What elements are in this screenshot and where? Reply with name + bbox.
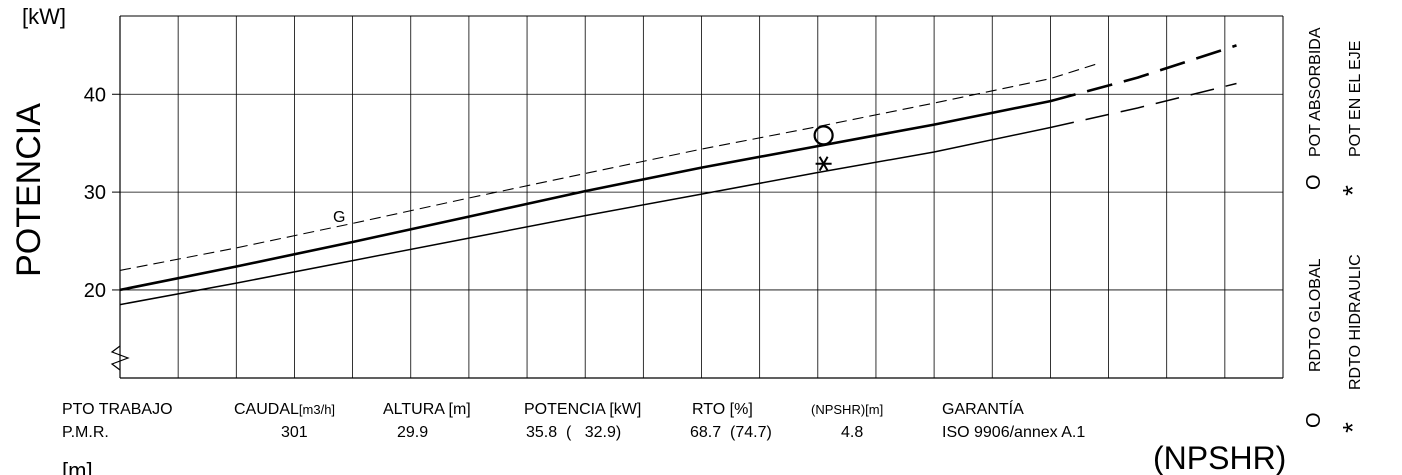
value-caudal: 301 — [281, 424, 308, 441]
y-tick-label: 30 — [84, 182, 106, 204]
header-altura: ALTURA [m] — [383, 401, 471, 418]
series-line-thin-ext — [1050, 82, 1237, 129]
header-pto-trabajo: PTO TRABAJO — [62, 401, 173, 418]
legend-pot-eje: POT EN EL EJE — [1347, 41, 1364, 157]
operating-point-asterisk — [818, 156, 829, 172]
header-caudal-unit: [m3/h] — [299, 402, 335, 417]
series-line-thin — [119, 126, 1051, 306]
legend-pot-absorbida: POT ABSORBIDA — [1307, 27, 1324, 157]
value-rto: 68.7 (74.7) — [690, 424, 772, 441]
chart-markers — [813, 125, 834, 172]
y-tick-label: 40 — [84, 84, 106, 106]
operating-point-circle — [813, 125, 834, 146]
chart-axes — [110, 15, 1284, 379]
npshr-unit-label: [m] — [62, 458, 93, 475]
header-caudal-text: CAUDAL — [234, 401, 299, 418]
legend-rdto-hidraulic: RDTO HIDRAULIC — [1347, 254, 1364, 390]
header-rto: RTO [%] — [692, 401, 753, 418]
series-line-thick-ext — [1050, 44, 1237, 103]
legend-star-symbol-bottom: * — [1337, 422, 1368, 433]
header-potencia: POTENCIA [kW] — [524, 401, 641, 418]
legend-star-symbol-top: * — [1337, 185, 1368, 196]
value-pto: P.M.R. — [62, 424, 109, 441]
y-tick-label: 20 — [84, 280, 106, 302]
axis-break-icon — [110, 345, 130, 371]
operating-point-table: PTO TRABAJO CAUDAL[m3/h] ALTURA [m] POTE… — [62, 399, 1085, 441]
header-caudal: CAUDAL[m3/h] — [234, 401, 335, 418]
chart-grid — [112, 16, 1283, 378]
value-altura: 29.9 — [397, 424, 428, 441]
legend-rdto-global: RDTO GLOBAL — [1307, 258, 1324, 372]
series-line-G — [119, 63, 1098, 271]
chart-series — [119, 44, 1237, 306]
legend-circle-symbol-top: O — [1303, 174, 1325, 190]
series-line-thick — [119, 99, 1051, 292]
value-npshr: 4.8 — [841, 424, 863, 441]
header-npshr: (NPSHR)[m] — [811, 402, 883, 417]
value-garantia: ISO 9906/annex A.1 — [942, 424, 1085, 441]
y-unit-label: [kW] — [22, 4, 66, 29]
npshr-chart-label: (NPSHR) — [1153, 440, 1286, 475]
value-potencia: 35.8 ( 32.9) — [526, 424, 621, 441]
series-label-g: G — [333, 209, 345, 226]
legend-circle-symbol-bottom: O — [1303, 412, 1325, 428]
y-tick-labels: 20 30 40 — [84, 84, 106, 302]
y-axis-title: POTENCIA — [10, 103, 48, 277]
header-garantia: GARANTÍA — [942, 399, 1024, 418]
